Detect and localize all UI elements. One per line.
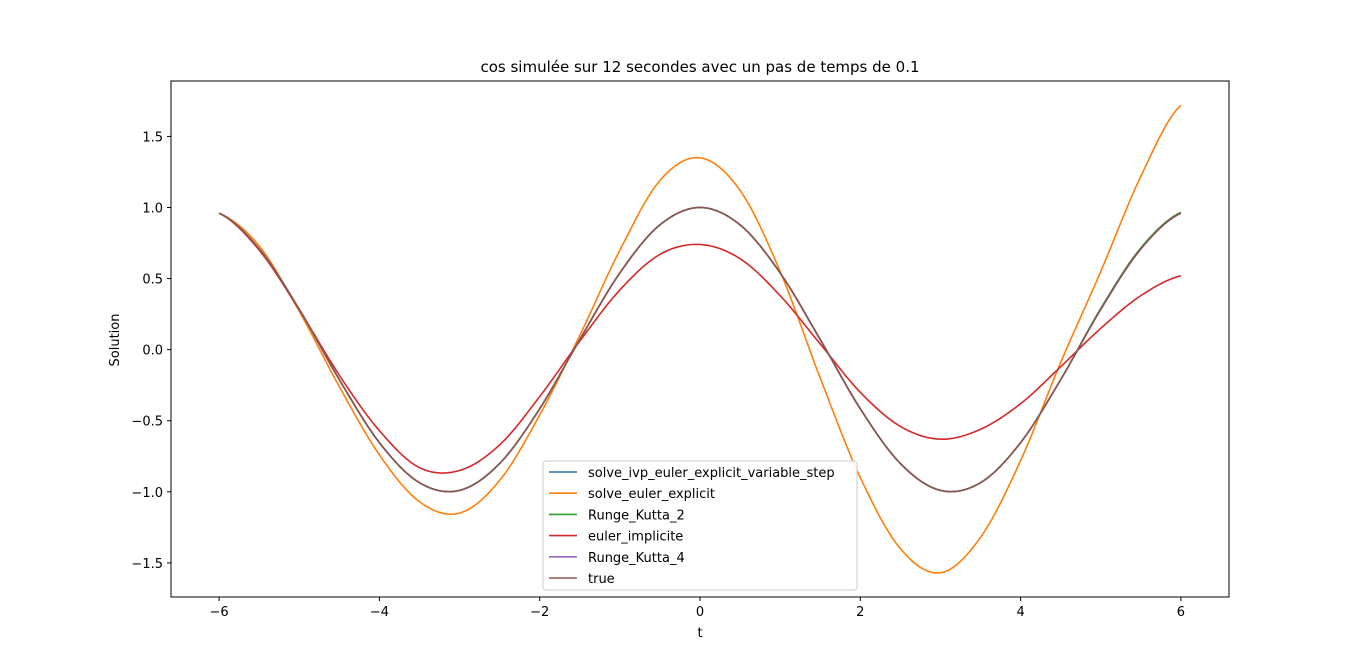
x-axis-label: t <box>697 626 702 641</box>
y-tick-label: −1.0 <box>131 486 163 501</box>
chart-title: cos simulée sur 12 secondes avec un pas … <box>480 58 919 76</box>
y-tick-label: 0.0 <box>142 344 163 359</box>
x-tick-label: −4 <box>370 605 389 620</box>
legend-label: solve_euler_explicit <box>588 487 715 502</box>
y-tick-label: 1.5 <box>142 130 163 145</box>
y-tick-label: −1.5 <box>131 557 163 572</box>
y-tick-label: 0.5 <box>142 273 163 288</box>
series-line-true <box>218 206 1182 493</box>
y-tick-label: 1.0 <box>142 202 163 217</box>
legend-label: Runge_Kutta_4 <box>588 551 685 566</box>
y-tick-label: −0.5 <box>131 415 163 430</box>
legend-box <box>542 460 858 591</box>
x-tick-label: 0 <box>696 605 704 620</box>
series-line-solve-euler-explicit <box>218 104 1182 574</box>
series-layer <box>218 104 1182 574</box>
legend: solve_ivp_euler_explicit_variable_stepso… <box>542 460 858 591</box>
plot-frame <box>170 80 1230 598</box>
legend-label: Runge_Kutta_2 <box>588 508 685 523</box>
x-tick-label: −6 <box>210 605 229 620</box>
legend-label: euler_implicite <box>588 530 683 545</box>
x-tick-label: 6 <box>1177 605 1185 620</box>
y-axis: −1.5 −1.0 −0.5 0.0 0.5 1.0 1.5 <box>131 130 171 572</box>
legend-label: true <box>588 572 615 587</box>
x-tick-label: 4 <box>1016 605 1024 620</box>
x-axis: −6 −4 −2 0 2 4 6 <box>210 597 1185 620</box>
x-tick-label: 2 <box>856 605 864 620</box>
series-line-euler-implicite <box>218 212 1182 474</box>
x-tick-label: −2 <box>530 605 549 620</box>
legend-label: solve_ivp_euler_explicit_variable_step <box>588 466 835 481</box>
y-axis-label: Solution <box>108 314 123 367</box>
